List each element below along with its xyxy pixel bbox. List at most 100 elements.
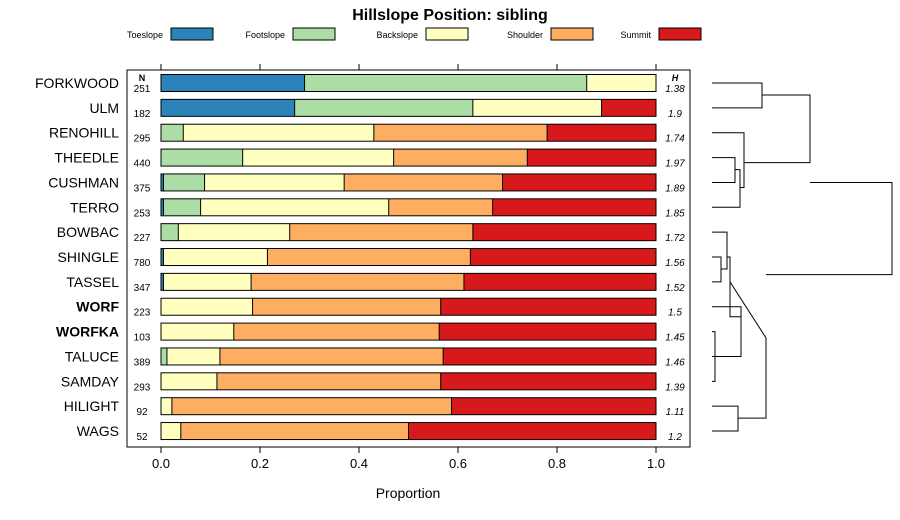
bar-segment xyxy=(219,347,444,365)
row-label: WAGS xyxy=(77,423,119,439)
legend-swatch xyxy=(170,27,214,41)
h-value: 1.52 xyxy=(665,283,685,294)
bar-row: SAMDAY 293 1.39 xyxy=(61,372,685,393)
n-value: 92 xyxy=(136,407,148,418)
bar-segment xyxy=(373,124,548,142)
bar-segment xyxy=(251,273,464,291)
bar-segment xyxy=(161,397,172,415)
h-value: 1.11 xyxy=(666,407,685,418)
row-label: TASSEL xyxy=(66,274,119,290)
bar-outline xyxy=(160,123,657,142)
bar-segment xyxy=(443,347,656,365)
bar-segment xyxy=(178,223,290,241)
bar-segment xyxy=(163,173,205,191)
bar-segment xyxy=(289,223,473,241)
bar-segment xyxy=(161,223,179,241)
rows: FORKWOOD 251 1.38 ULM 182 1.9 RENOHILL 295 1.74 T… xyxy=(35,74,685,443)
legend-label: Summit xyxy=(620,30,651,40)
bar-segment xyxy=(304,74,587,92)
bar-segment xyxy=(408,422,656,440)
dendrogram-branch xyxy=(712,82,763,109)
bar-segment xyxy=(161,422,181,440)
row-label: WORF xyxy=(76,299,119,315)
n-value: 375 xyxy=(134,183,151,194)
bar-segment xyxy=(204,173,345,191)
row-label: ULM xyxy=(89,100,119,116)
bar-outline xyxy=(160,272,657,291)
h-value: 1.38 xyxy=(665,84,685,95)
n-value: 295 xyxy=(134,134,151,145)
bar-segment xyxy=(586,74,656,92)
bar-segment xyxy=(242,149,394,167)
bar-segment xyxy=(393,149,528,167)
row-label: SAMDAY xyxy=(61,373,120,389)
bar-segment xyxy=(180,422,409,440)
bar-row: TERRO 253 1.85 xyxy=(70,198,685,219)
bar-segment xyxy=(161,273,164,291)
bar-segment xyxy=(166,347,220,365)
bar-row: TASSEL 347 1.52 xyxy=(66,272,685,294)
h-value: 1.72 xyxy=(665,233,685,244)
bar-segment xyxy=(527,149,656,167)
bar-row: SHINGLE 780 1.56 xyxy=(58,248,685,269)
n-value: 251 xyxy=(134,84,151,95)
plot-frame xyxy=(126,69,691,448)
bar-outline xyxy=(160,397,657,416)
legend-label: Footslope xyxy=(245,30,285,40)
bar-segment xyxy=(161,173,164,191)
n-value: 227 xyxy=(134,233,151,244)
bar-outline xyxy=(160,372,657,391)
h-value: 1.2 xyxy=(668,432,682,443)
bar-row: FORKWOOD 251 1.38 xyxy=(35,74,685,95)
bar-segment xyxy=(161,298,253,316)
row-label: WORFKA xyxy=(56,324,119,340)
x-tick-label: 1.0 xyxy=(647,456,665,471)
n-value: 293 xyxy=(134,382,151,393)
dendrogram-branch xyxy=(744,94,811,164)
row-label: TALUCE xyxy=(65,348,119,364)
x-axis-label: Proportion xyxy=(376,485,441,501)
h-value: 1.9 xyxy=(668,109,682,120)
h-value: 1.39 xyxy=(665,382,685,393)
bar-segment xyxy=(161,74,305,92)
bar-outline xyxy=(160,347,657,366)
bar-segment xyxy=(161,124,184,142)
h-value: 1.5 xyxy=(668,308,682,319)
n-value: 182 xyxy=(134,109,151,120)
bar-outline xyxy=(160,198,657,217)
bar-outline xyxy=(160,297,657,316)
n-value: 253 xyxy=(134,208,151,219)
bar-segment xyxy=(440,372,656,390)
bar-segment xyxy=(183,124,374,142)
bar-outline xyxy=(160,322,657,341)
x-tick-label: 0.0 xyxy=(152,456,170,471)
bar-segment xyxy=(440,298,656,316)
bar-segment xyxy=(171,397,452,415)
bar-segment xyxy=(472,99,602,117)
bar-segment xyxy=(451,397,656,415)
bar-row: TALUCE 389 1.46 xyxy=(65,347,685,368)
legend-swatch xyxy=(658,27,702,41)
bar-segment xyxy=(200,198,389,216)
bar-segment xyxy=(163,248,268,266)
n-value: 52 xyxy=(136,432,148,443)
h-value: 1.45 xyxy=(665,333,685,344)
dendrogram-branch xyxy=(712,306,742,357)
x-axis: 0.0 0.2 0.4 0.6 0.8 1.0 xyxy=(152,64,665,471)
bar-segment xyxy=(344,173,503,191)
dendrogram-branch xyxy=(712,169,741,208)
bar-segment xyxy=(161,347,167,365)
bar-row: WORF 223 1.5 xyxy=(76,297,682,319)
bar-row: BOWBAC 227 1.72 xyxy=(57,223,685,244)
bar-segment xyxy=(161,372,217,390)
dendrogram-branch xyxy=(712,405,739,432)
bar-segment xyxy=(463,273,656,291)
bar-segment xyxy=(388,198,493,216)
bar-segment xyxy=(161,323,234,341)
legend: Toeslope Footslope Backslope Shoulder Summit xyxy=(127,27,702,41)
bar-row: WAGS 52 1.2 xyxy=(77,422,682,443)
legend-label: Backslope xyxy=(376,30,418,40)
bar-outline xyxy=(160,223,657,242)
bar-segment xyxy=(267,248,471,266)
